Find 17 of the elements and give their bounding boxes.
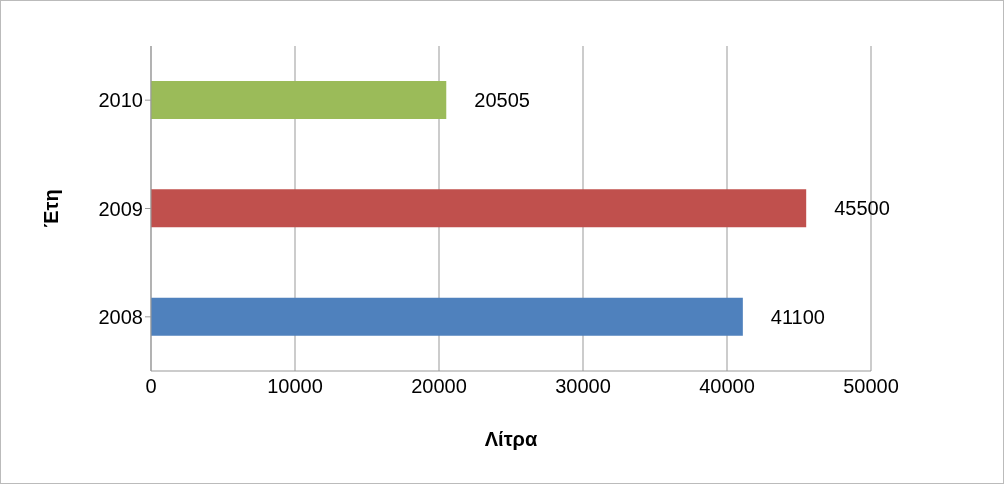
bar [151, 81, 447, 119]
x-tick-label: 20000 [411, 375, 467, 398]
data-label: 41100 [770, 305, 825, 328]
x-tick-label: 40000 [699, 375, 755, 398]
y-tick-label: 2010 [98, 89, 143, 112]
y-tick-label: 2009 [98, 197, 143, 220]
y-axis-title: Έτη [40, 189, 63, 228]
bar [151, 297, 743, 336]
x-tick-label: 50000 [843, 375, 899, 398]
data-label: 45500 [834, 197, 890, 220]
data-label: 20505 [474, 89, 530, 112]
bar [151, 189, 807, 228]
x-axis-title: Λίτρα [484, 428, 538, 450]
x-tick-label: 0 [145, 375, 157, 398]
x-tick-label: 30000 [555, 375, 611, 398]
y-tick-label: 2008 [98, 305, 143, 328]
x-tick-label: 10000 [267, 375, 323, 398]
